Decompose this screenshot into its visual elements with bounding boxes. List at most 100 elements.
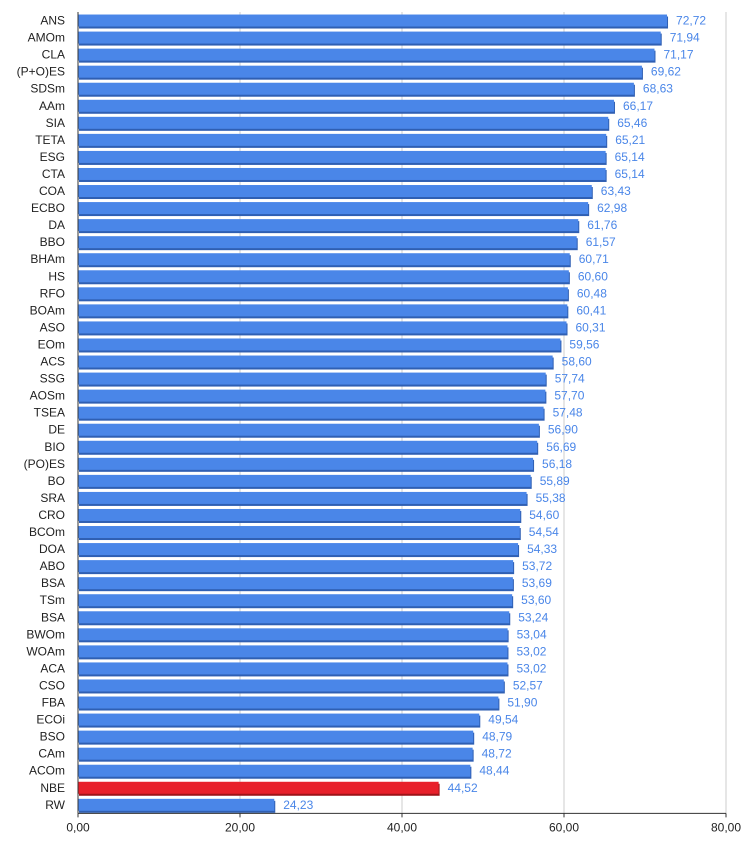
bar: [78, 219, 579, 232]
data-label: 69,62: [651, 65, 681, 79]
data-label: 65,46: [617, 116, 647, 130]
data-label: 66,17: [623, 99, 653, 113]
data-label: 65,14: [615, 167, 645, 181]
data-label: 68,63: [643, 82, 673, 96]
category-label: DA: [48, 218, 65, 232]
data-label: 48,72: [482, 747, 512, 761]
category-label: CTA: [42, 167, 65, 181]
category-label: (PO)ES: [24, 457, 65, 471]
x-tick-label: 40,00: [387, 820, 417, 834]
bar: [78, 440, 538, 453]
data-label: 52,57: [513, 678, 543, 692]
bar: [78, 99, 614, 112]
bar: [78, 781, 439, 794]
data-label: 72,72: [676, 14, 706, 28]
bar: [78, 696, 499, 709]
category-label: ACOm: [29, 764, 65, 778]
category-label: BBO: [40, 235, 65, 249]
axes: 0,00 20,00 40,00 60,00 80,00: [66, 12, 741, 834]
bar: [78, 764, 471, 777]
data-label: 55,38: [536, 491, 566, 505]
category-label: BSO: [40, 730, 65, 744]
category-label: TSEA: [34, 406, 65, 420]
bar: [78, 543, 519, 556]
data-label: 53,04: [517, 627, 547, 641]
category-label: CAm: [38, 747, 65, 761]
bar: [78, 321, 567, 334]
bar: [78, 628, 508, 641]
bar: [78, 338, 561, 351]
category-label: ACS: [40, 355, 65, 369]
data-label: 53,72: [522, 559, 552, 573]
bar: [78, 406, 544, 419]
data-label: 54,33: [527, 542, 557, 556]
data-label: 60,48: [577, 286, 607, 300]
bar: [78, 474, 531, 487]
category-label: EOm: [38, 337, 65, 351]
bar: [78, 82, 634, 95]
data-label: 60,60: [578, 269, 608, 283]
category-label: SSG: [40, 372, 65, 386]
bar: [78, 747, 473, 760]
data-label: 49,54: [488, 713, 518, 727]
bar: [78, 355, 553, 368]
bar: [78, 65, 642, 78]
data-label: 54,60: [529, 508, 559, 522]
bar: [78, 31, 661, 44]
bars: ANS 72,72 AMOm 71,94 CLA 71,17 (P+O)ES 69,62 SDS…: [17, 14, 706, 813]
x-tick-label: 20,00: [225, 820, 255, 834]
category-label: SDSm: [30, 82, 65, 96]
bar: [78, 253, 570, 266]
bar: [78, 491, 527, 504]
bar: [78, 167, 606, 180]
category-label: WOAm: [26, 644, 65, 658]
category-label: SIA: [46, 116, 65, 130]
data-label: 61,76: [587, 218, 617, 232]
bar: [78, 14, 668, 27]
category-label: AOSm: [30, 389, 65, 403]
data-label: 62,98: [597, 201, 627, 215]
data-label: 54,54: [529, 525, 559, 539]
x-tick-label: 0,00: [66, 820, 90, 834]
data-label: 61,57: [586, 235, 616, 249]
x-tick-label: 60,00: [549, 820, 579, 834]
bar: [78, 202, 589, 215]
bar: [78, 730, 474, 743]
bar: [78, 185, 592, 198]
category-label: DOA: [39, 542, 65, 556]
data-label: 60,71: [579, 252, 609, 266]
data-label: 56,90: [548, 423, 578, 437]
data-label: 53,69: [522, 576, 552, 590]
category-label: ASO: [40, 320, 65, 334]
category-label: CRO: [38, 508, 65, 522]
category-label: AMOm: [28, 31, 65, 45]
category-label: ESG: [40, 150, 65, 164]
bar: [78, 133, 607, 146]
bar: [78, 389, 546, 402]
category-label: ABO: [40, 559, 65, 573]
bar: [78, 48, 655, 61]
category-label: TSm: [40, 593, 65, 607]
data-label: 56,69: [546, 440, 576, 454]
category-label: RFO: [40, 286, 65, 300]
data-label: 57,74: [555, 372, 585, 386]
data-label: 51,90: [507, 696, 537, 710]
data-label: 44,52: [448, 781, 478, 795]
bar: [78, 270, 569, 283]
category-label: COA: [39, 184, 65, 198]
bar: [78, 304, 568, 317]
data-label: 48,44: [479, 764, 509, 778]
bar: [78, 798, 275, 811]
data-label: 60,41: [576, 303, 606, 317]
data-label: 24,23: [283, 798, 313, 812]
bar: [78, 679, 504, 692]
data-label: 58,60: [562, 355, 592, 369]
bar: [78, 645, 508, 658]
data-label: 63,43: [601, 184, 631, 198]
category-label: DE: [48, 423, 65, 437]
category-label: BIO: [44, 440, 65, 454]
bar: [78, 236, 577, 249]
category-label: TETA: [35, 133, 65, 147]
bar: [78, 713, 480, 726]
category-label: ANS: [40, 14, 65, 28]
